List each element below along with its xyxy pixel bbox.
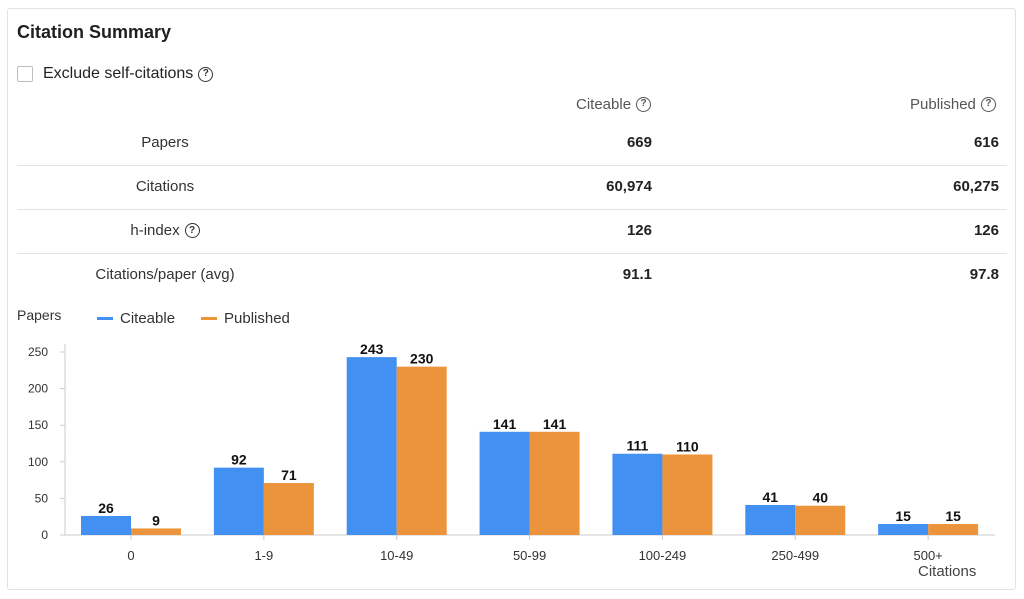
row-value-citeable: 60,974 <box>606 178 652 195</box>
column-header-citeable-label: Citeable <box>576 95 632 113</box>
question-circle-icon[interactable]: ? <box>184 223 200 238</box>
row-label-wrap: h-index ? <box>17 222 313 239</box>
row-value-published: 97.8 <box>969 266 999 283</box>
legend-label-citeable[interactable]: Citeable <box>120 310 176 327</box>
legend-swatch-published <box>201 317 217 320</box>
panel-title: Citation Summary <box>17 22 172 42</box>
summary-row-h-index: h-index ? 126 126 <box>17 209 1007 254</box>
column-header-published: Published ? <box>910 94 996 114</box>
exclude-self-citations-checkbox[interactable] <box>17 66 33 82</box>
row-label: Citations/paper (avg) <box>95 266 235 283</box>
question-circle-icon[interactable]: ? <box>636 96 652 112</box>
legend-swatch-citeable <box>97 317 113 320</box>
row-value-published: 60,275 <box>953 178 999 195</box>
question-circle-icon[interactable]: ? <box>980 96 996 112</box>
row-label: Citations <box>135 178 195 195</box>
summary-row-papers: Papers 669 616 <box>17 121 1007 166</box>
exclude-self-citations-label[interactable]: Exclude self-citations <box>43 65 194 82</box>
summary-row-citations-per-paper: Citations/paper (avg) 91.1 97.8 <box>17 253 1007 297</box>
legend-item-published[interactable]: Published <box>201 310 290 327</box>
legend-label-published[interactable]: Published <box>224 310 290 327</box>
column-header-published-label: Published <box>910 95 976 113</box>
question-circle-icon[interactable]: ? <box>198 66 214 82</box>
citation-summary-panel <box>7 8 1016 590</box>
row-label: Papers <box>141 134 189 151</box>
row-value-published: 616 <box>973 134 999 151</box>
chart-x-axis-title: Citations <box>918 563 977 580</box>
exclude-self-citations[interactable]: Exclude self-citations ? <box>17 63 214 85</box>
row-label: h-index <box>130 222 180 239</box>
chart-y-axis-title: Papers <box>17 307 62 323</box>
row-value-citeable: 126 <box>626 222 652 239</box>
summary-row-citations: Citations 60,974 60,275 <box>17 165 1007 210</box>
row-value-citeable: 669 <box>626 134 652 151</box>
legend-item-citeable[interactable]: Citeable <box>97 310 175 327</box>
row-value-published: 126 <box>973 222 999 239</box>
row-value-citeable: 91.1 <box>622 266 652 283</box>
column-header-citeable: Citeable ? <box>576 94 652 114</box>
